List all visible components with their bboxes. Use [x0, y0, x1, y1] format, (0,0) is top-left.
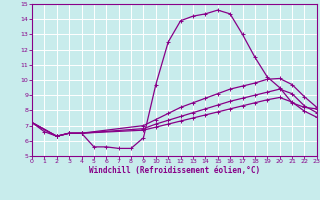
- X-axis label: Windchill (Refroidissement éolien,°C): Windchill (Refroidissement éolien,°C): [89, 166, 260, 175]
